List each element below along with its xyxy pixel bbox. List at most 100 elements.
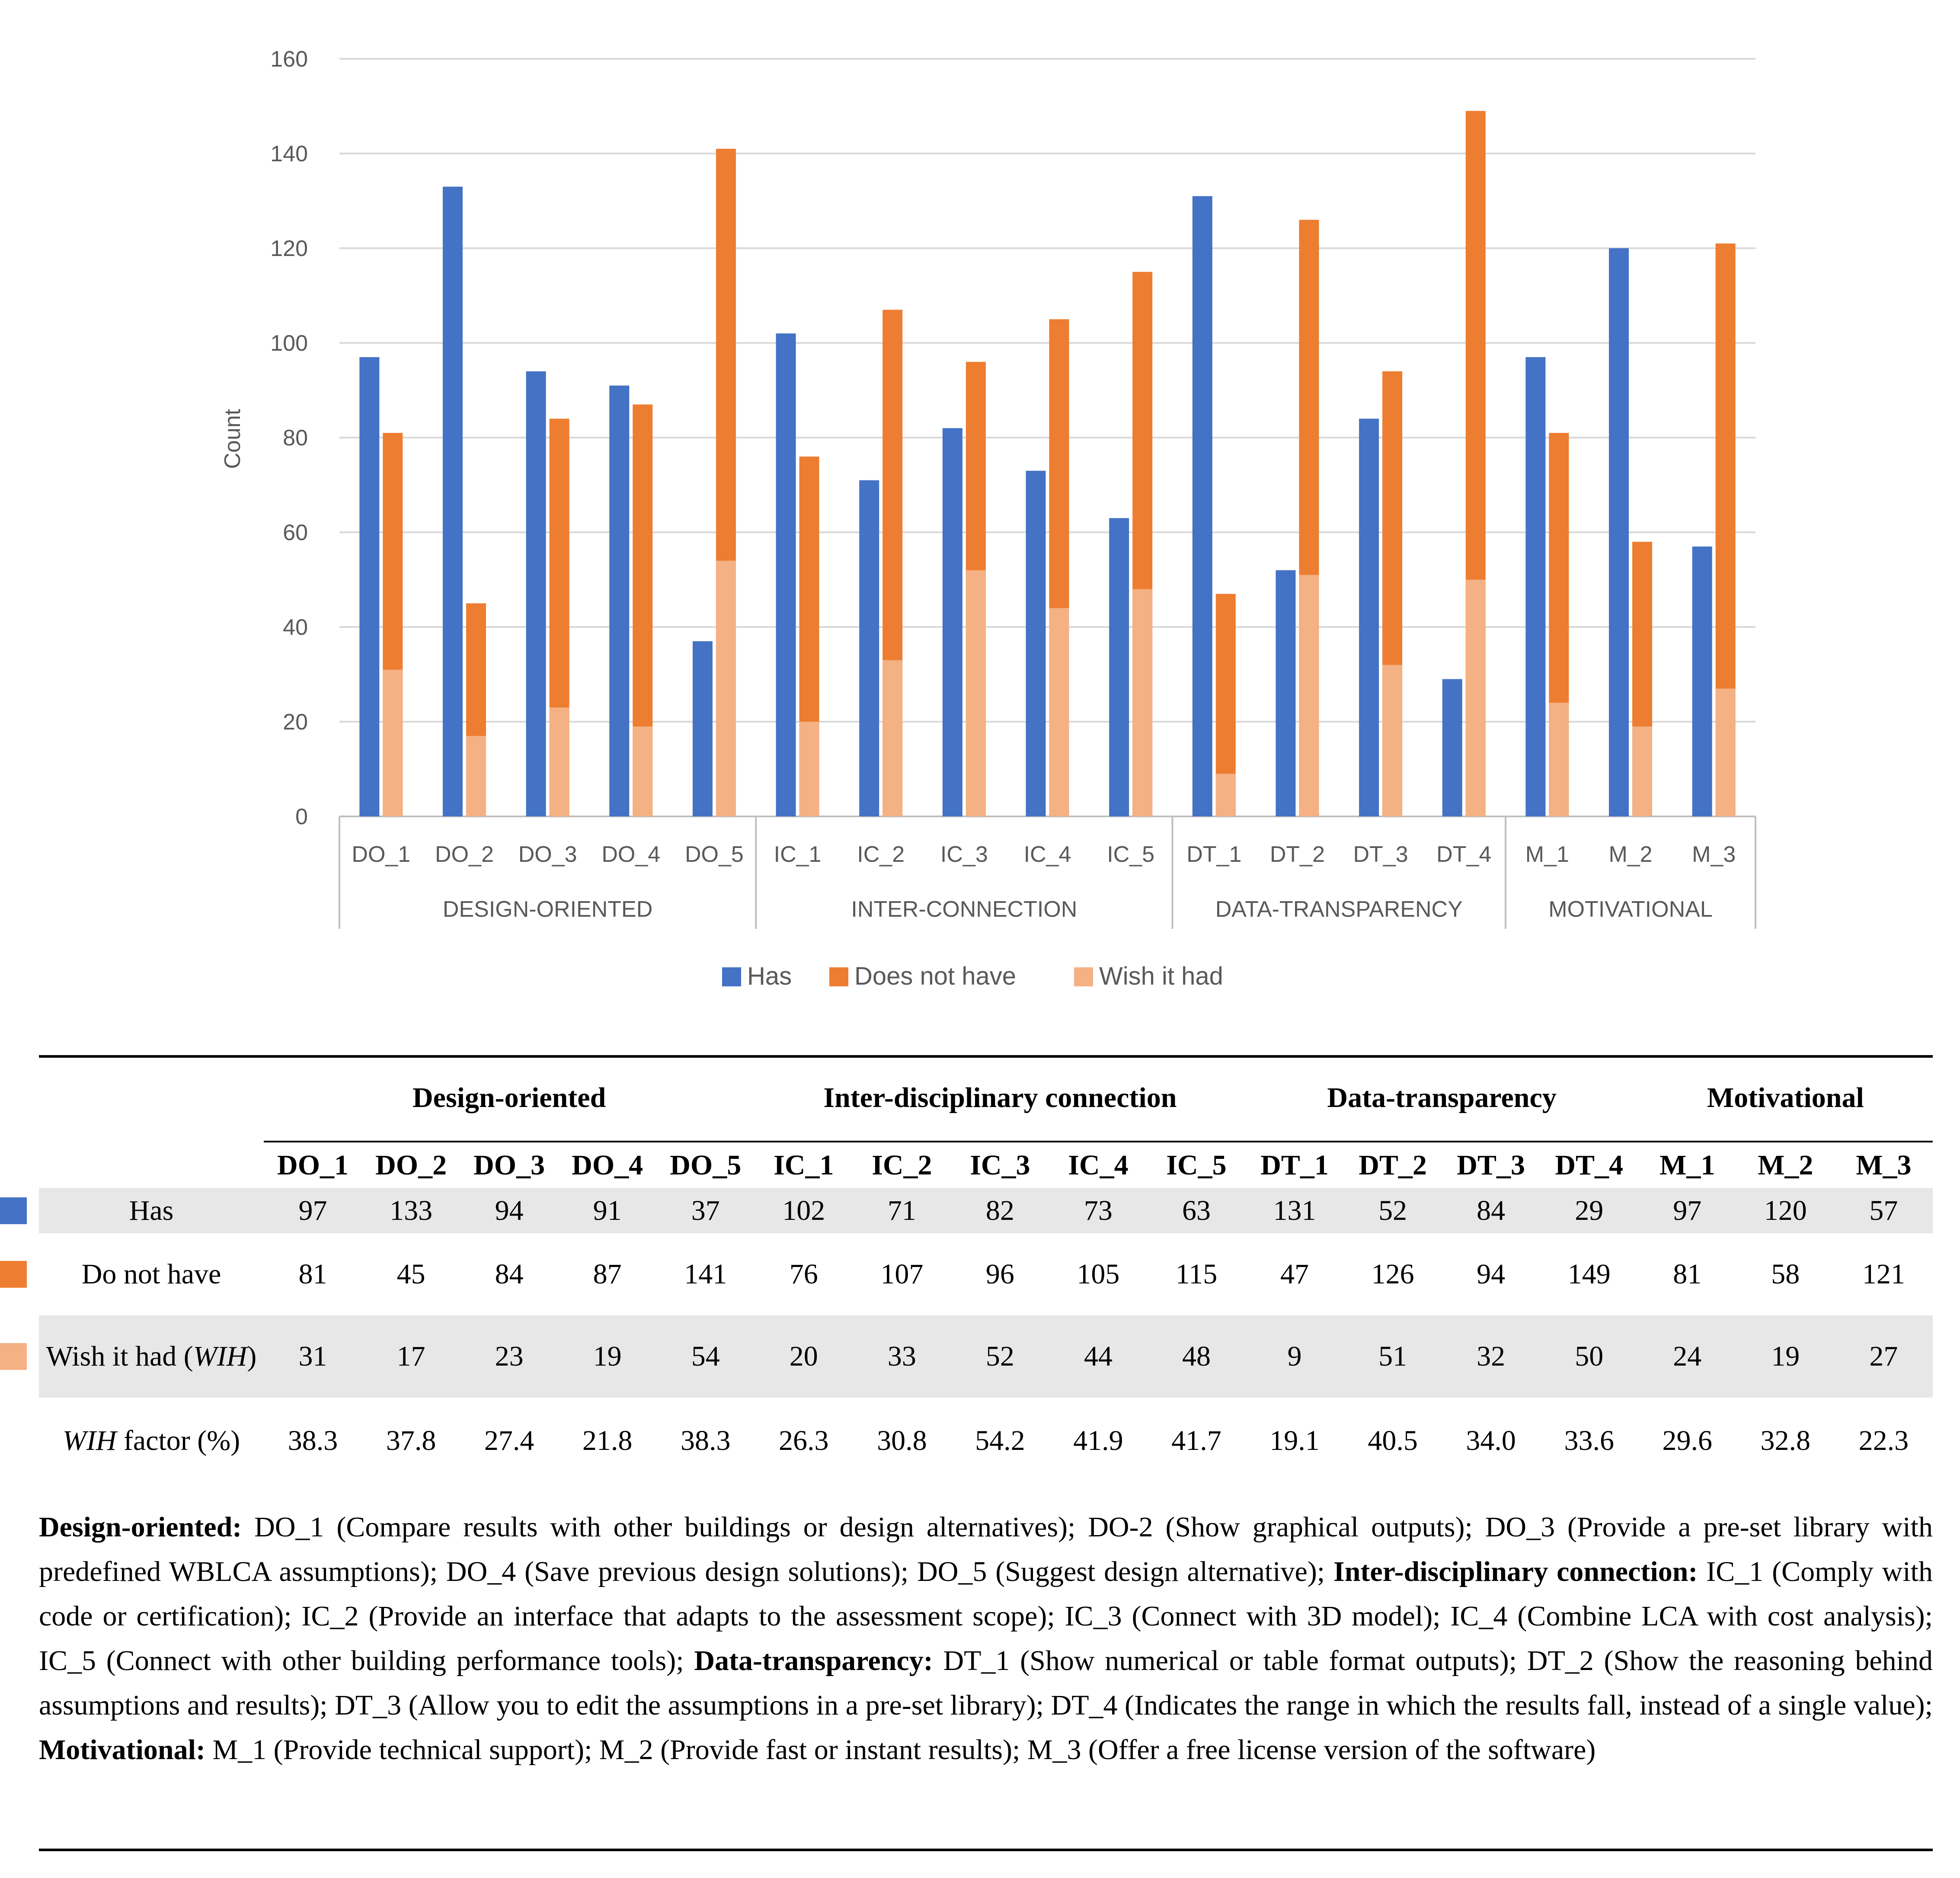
table-cell: 102 <box>755 1188 853 1233</box>
x-tick-label: IC_5 <box>1107 842 1154 867</box>
table-cell: 33 <box>853 1315 951 1398</box>
note-heading: Motivational: <box>39 1734 205 1766</box>
bar-has <box>442 186 463 816</box>
table-cell: 81 <box>298 1258 327 1290</box>
bar-has <box>609 385 630 816</box>
table-cell: 24 <box>1638 1315 1736 1398</box>
table-cell: 47 <box>1280 1258 1309 1290</box>
table-cell: 34.0 <box>1466 1425 1516 1456</box>
column-header-row: DO_1 DO_2 DO_3 DO_4 DO_5 IC_1 IC_2 IC_3 IC_4 IC_5… <box>39 1141 1933 1188</box>
column-header: DO_3 <box>460 1141 559 1188</box>
table-cell: 63 <box>1147 1188 1246 1233</box>
column-header: DO_5 <box>656 1141 755 1188</box>
table-cell: 73 <box>1049 1188 1148 1233</box>
table-cell: 32.8 <box>1760 1425 1811 1456</box>
bar-wish-it-had <box>1715 688 1736 816</box>
x-tick-label: M_2 <box>1608 842 1652 867</box>
group-header: Inter-disciplinary connection <box>823 1081 1177 1113</box>
table-cell: 32 <box>1442 1315 1540 1398</box>
legend: Has Does not have Wish it had <box>722 962 1223 990</box>
table-cell: 44 <box>1049 1315 1148 1398</box>
table-cell: 54 <box>656 1315 755 1398</box>
table-cell: 94 <box>460 1188 559 1233</box>
bar-wish-it-had <box>1549 703 1569 816</box>
bar-has <box>1276 570 1296 816</box>
x-group-label: MOTIVATIONAL <box>1548 897 1712 922</box>
column-header: IC_5 <box>1147 1141 1246 1188</box>
x-tick-label: DT_4 <box>1436 842 1491 867</box>
group-header: Design-oriented <box>412 1081 606 1113</box>
table-cell: 133 <box>362 1188 460 1233</box>
x-tick-label: IC_3 <box>940 842 988 867</box>
table-cell: 23 <box>460 1315 559 1398</box>
x-tick-label: DT_3 <box>1353 842 1408 867</box>
table-cell: 27 <box>1834 1315 1933 1398</box>
x-group-label: INTER-CONNECTION <box>851 897 1077 922</box>
table-cell: 38.3 <box>288 1425 338 1456</box>
note-text: DT_1 (Show numerical or table format out… <box>39 1645 1933 1721</box>
bar-has <box>1109 518 1129 816</box>
table-cell: 37.8 <box>386 1425 436 1456</box>
bar-has <box>526 371 546 817</box>
column-header: DT_2 <box>1343 1141 1442 1188</box>
table-cell: 141 <box>684 1258 727 1290</box>
legend-swatch <box>722 967 741 986</box>
legend-label: Has <box>747 962 792 990</box>
table-cell: 52 <box>1343 1188 1442 1233</box>
bar-wish-it-had <box>1049 608 1069 816</box>
row-label: WIH factor (%) <box>39 1398 264 1484</box>
table-cell: 87 <box>593 1258 622 1290</box>
x-group-label: DATA-TRANSPARENCY <box>1215 897 1463 922</box>
legend-label: Does not have <box>854 962 1016 990</box>
table-cell: 96 <box>985 1258 1014 1290</box>
y-tick-label: 100 <box>270 331 308 356</box>
table-cell: 54.2 <box>975 1425 1025 1456</box>
bar-has <box>1442 679 1462 816</box>
row-label-italic: WIH <box>62 1425 117 1457</box>
table-cell: 51 <box>1343 1315 1442 1398</box>
table-row: WIH factor (%) 38.3 37.8 27.4 21.8 38.3 26.3 30… <box>39 1398 1933 1484</box>
bar-has <box>942 428 962 816</box>
table-row: Has 97 133 94 91 37 102 71 82 73 63 131 52 84 29 97 120 5… <box>0 1188 1933 1233</box>
column-header: M_3 <box>1834 1141 1933 1188</box>
legend-swatch <box>1074 967 1093 986</box>
column-header: DT_4 <box>1540 1141 1638 1188</box>
table-cell: 149 <box>1567 1258 1611 1290</box>
table-cell: 107 <box>880 1258 924 1290</box>
x-tick-label: DO_4 <box>601 842 660 867</box>
bar-wish-it-had <box>466 736 486 816</box>
table-cell: 31 <box>264 1315 362 1398</box>
bar-has <box>1609 248 1629 816</box>
table-cell: 52 <box>951 1315 1049 1398</box>
y-axis-label: Count <box>220 409 245 469</box>
column-header: M_2 <box>1736 1141 1835 1188</box>
x-tick-label: M_1 <box>1525 842 1569 867</box>
column-header: IC_1 <box>755 1141 853 1188</box>
table-cell: 120 <box>1736 1188 1835 1233</box>
table-cell: 22.3 <box>1858 1425 1909 1456</box>
table-cell: 84 <box>1442 1188 1540 1233</box>
column-header: DT_3 <box>1442 1141 1540 1188</box>
bar-wish-it-had <box>383 669 403 816</box>
table-cell: 40.5 <box>1368 1425 1418 1456</box>
table-cell: 45 <box>396 1258 425 1290</box>
row-label-text: Wish it had (WIH) <box>46 1341 257 1372</box>
y-tick-label: 160 <box>270 47 308 72</box>
table-cell: 20 <box>755 1315 853 1398</box>
table-row: Wish it had (WIH) 31 17 23 19 54 20 33 52 44 48 9 51… <box>0 1315 1933 1398</box>
y-tick-label: 0 <box>295 804 308 829</box>
table-cell: 121 <box>1862 1258 1905 1290</box>
x-tick-label: DO_1 <box>352 842 410 867</box>
table-cell: 82 <box>951 1188 1049 1233</box>
x-tick-label: IC_4 <box>1024 842 1071 867</box>
table-cell: 115 <box>1175 1258 1218 1290</box>
y-tick-label: 20 <box>283 710 308 735</box>
group-header: Data-transparency <box>1327 1081 1557 1113</box>
row-label-rest: factor (%) <box>116 1425 240 1457</box>
table-cell: 30.8 <box>877 1425 927 1456</box>
bar-has <box>1359 419 1379 816</box>
data-table: Design-oriented Inter-disciplinary connec… <box>0 1055 1933 1484</box>
y-tick-label: 120 <box>270 236 308 261</box>
row-swatch <box>0 1261 27 1288</box>
table-cell: 27.4 <box>484 1425 534 1456</box>
